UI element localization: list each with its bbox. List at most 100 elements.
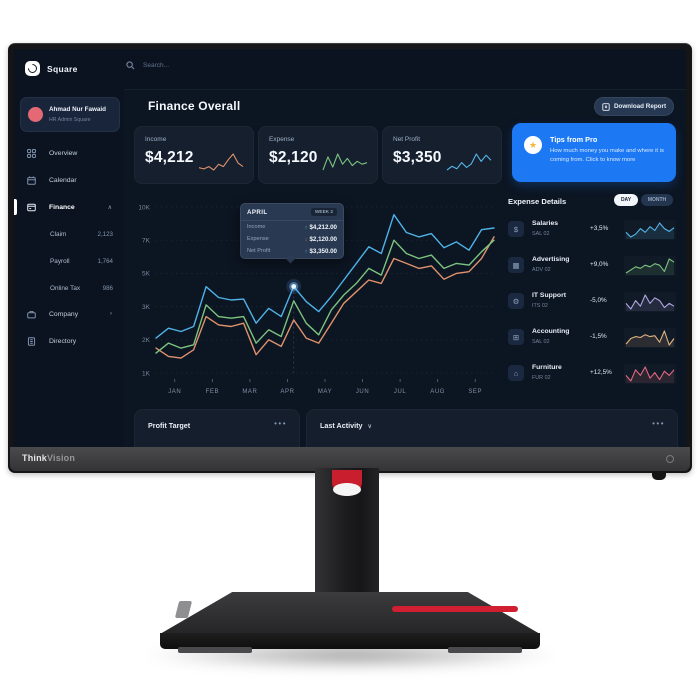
- expense-change: +9,0%: [590, 261, 609, 268]
- sidebar-item-label: Calendar: [49, 176, 77, 184]
- svg-text:3K: 3K: [142, 304, 151, 311]
- sidebar-item-label: Directory: [49, 337, 77, 345]
- search-input[interactable]: [141, 61, 265, 70]
- expense-row-salaries[interactable]: $ Salaries SAL 02 +3,5%: [508, 217, 676, 247]
- sidebar-item-label: Finance: [49, 203, 75, 211]
- expense-row-accounting[interactable]: ⊞ Accounting SAL 02 -1,5%: [508, 325, 676, 355]
- subitem-label: Payroll: [50, 257, 70, 265]
- income-card: Income $4,212: [134, 126, 254, 184]
- arrow-up-icon: ↑: [304, 224, 308, 231]
- download-icon: [602, 102, 610, 111]
- avatar: [28, 107, 43, 122]
- monitor-bezel: Square Ahmad Nur Fawaid HR Admin Square: [8, 43, 692, 480]
- expense-row-furniture[interactable]: ⌂ Furniture FUR 02 +12,5%: [508, 361, 676, 391]
- expense-code: ADV 02: [532, 267, 551, 273]
- toggle-month[interactable]: MONTH: [641, 194, 673, 206]
- income-sparkline: [197, 151, 245, 173]
- expense-change: +12,5%: [590, 369, 612, 376]
- svg-text:JAN: JAN: [168, 389, 181, 395]
- brand-think: Think: [22, 453, 47, 463]
- tooltip-month: APRIL: [247, 208, 268, 216]
- svg-text:SEP: SEP: [468, 389, 482, 395]
- tooltip-row-income: Income ↑ $4,212.00: [241, 221, 343, 233]
- search-icon: [126, 61, 135, 70]
- tooltip-week-badge: WEEK 2: [310, 208, 337, 216]
- tips-title: Tips from Pro: [550, 135, 598, 144]
- base-label: [174, 601, 193, 618]
- base-foot-right: [448, 647, 522, 653]
- last-activity-text: Last Activity: [320, 421, 363, 430]
- grid-icon: ▦: [508, 257, 524, 273]
- base-foot-left: [178, 647, 252, 653]
- page-title: Finance Overall: [148, 99, 241, 113]
- metric-label: Expense: [269, 136, 295, 143]
- building-icon: [27, 336, 49, 346]
- profit-target-card[interactable]: Profit Target •••: [134, 409, 300, 447]
- expense-name: Advertising: [532, 256, 570, 263]
- topbar: Square: [14, 49, 686, 90]
- arrow-down-icon: ↓: [304, 236, 308, 243]
- sidebar-item-company[interactable]: Company ›: [14, 303, 124, 325]
- chevron-up-icon[interactable]: ∧: [107, 204, 112, 211]
- svg-text:AUG: AUG: [430, 389, 445, 395]
- more-menu-icon[interactable]: •••: [652, 419, 665, 428]
- monitor-base-front: [160, 633, 540, 649]
- chart-tooltip: APRIL WEEK 2 Income ↑ $4,212.00 Expense ↓…: [240, 203, 344, 259]
- sidebar-subitem-claim[interactable]: Claim 2,123: [14, 223, 124, 245]
- chevron-down-icon: ∨: [367, 424, 372, 430]
- user-role: HR Admin Square: [49, 117, 91, 123]
- user-card[interactable]: Ahmad Nur Fawaid HR Admin Square: [20, 97, 120, 132]
- sidebar-item-calendar[interactable]: Calendar: [14, 169, 124, 191]
- calendar-icon: [27, 175, 49, 185]
- star-icon: ★: [524, 136, 542, 154]
- monitor-base-top: [160, 592, 540, 634]
- tooltip-row-expense: Expense ↓ $2,120.00: [241, 233, 343, 245]
- svg-text:MAR: MAR: [242, 389, 257, 395]
- brand-name: Square: [47, 64, 78, 74]
- subitem-count: 2,123: [97, 230, 113, 238]
- thinkvision-logo: ThinkVision: [22, 453, 75, 463]
- svg-text:MAY: MAY: [318, 389, 332, 395]
- search-bar[interactable]: [126, 61, 265, 70]
- tooltip-value: $2,120.00: [309, 235, 337, 243]
- more-menu-icon[interactable]: •••: [274, 419, 287, 428]
- expense-card: Expense $2,120: [258, 126, 378, 184]
- profit-target-label: Profit Target: [148, 421, 191, 430]
- net-profit-card: Net Profit $3,350: [382, 126, 502, 184]
- briefcase-icon: [27, 310, 49, 319]
- expense-row-advertising[interactable]: ▦ Advertising ADV 02 +9,0%: [508, 253, 676, 283]
- active-indicator: [14, 199, 17, 215]
- tips-body: How much money you make and where it is …: [550, 148, 664, 164]
- expense-row-sparkline: [624, 364, 676, 384]
- sidebar-subitem-online-tax[interactable]: Online Tax 986: [14, 277, 124, 299]
- sidebar-item-label: Company: [49, 310, 79, 318]
- subitem-label: Online Tax: [50, 284, 81, 292]
- metric-value: $3,350: [393, 149, 442, 166]
- expense-row-it-support[interactable]: ⚙ IT Support ITS 02 -5,0%: [508, 289, 676, 319]
- monitor-screen: Square Ahmad Nur Fawaid HR Admin Square: [14, 49, 686, 447]
- sidebar-item-finance[interactable]: Finance ∧: [14, 196, 124, 218]
- tips-from-pro-card[interactable]: ★ Tips from Pro How much money you make …: [512, 123, 676, 182]
- last-activity-card[interactable]: Last Activity ∨ •••: [306, 409, 678, 447]
- sidebar-item-label: Overview: [49, 149, 78, 157]
- sidebar-subitem-payroll[interactable]: Payroll 1,764: [14, 250, 124, 272]
- toggle-day[interactable]: DAY: [614, 194, 638, 206]
- chevron-right-icon: ›: [110, 311, 112, 317]
- expense-change: +3,5%: [590, 225, 609, 232]
- expense-name: Furniture: [532, 364, 562, 371]
- expense-name: Accounting: [532, 328, 570, 335]
- last-activity-label: Last Activity ∨: [320, 421, 372, 430]
- tooltip-row-net-profit: Net Profit ↑ $3,350.00: [241, 245, 343, 257]
- svg-text:5K: 5K: [142, 271, 151, 278]
- download-report-button[interactable]: Download Report: [594, 97, 674, 116]
- svg-text:2K: 2K: [142, 337, 151, 344]
- table-icon: ⊞: [508, 329, 524, 345]
- expense-code: SAL 02: [532, 231, 550, 237]
- sidebar-item-overview[interactable]: Overview: [14, 142, 124, 164]
- svg-text:FEB: FEB: [206, 389, 219, 395]
- metric-label: Net Profit: [393, 136, 421, 143]
- finance-chart[interactable]: 10K 7K 5K 3K 2K 1K JAN FEB MAR APR MAY JUN JUL AUG SEP: [132, 195, 502, 401]
- sidebar-item-directory[interactable]: Directory: [14, 330, 124, 352]
- expense-row-sparkline: [624, 256, 676, 276]
- metric-label: Income: [145, 136, 167, 143]
